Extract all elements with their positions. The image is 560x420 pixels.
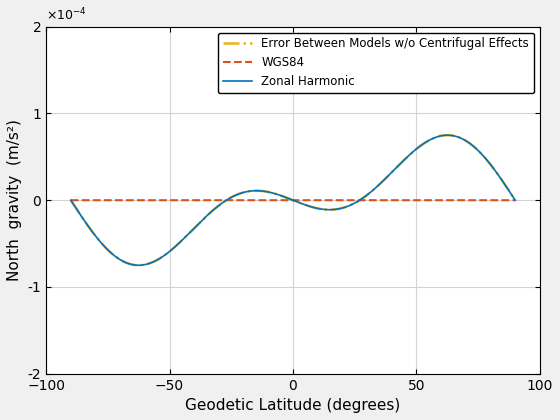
WGS84 — [67, 198, 74, 203]
WGS84 — [283, 198, 290, 203]
Error Between Models w/o Centrifugal Effects — [499, 178, 506, 184]
Zonal Harmonic — [418, 143, 424, 148]
Error Between Models w/o Centrifugal Effects — [512, 198, 519, 203]
WGS84 — [499, 198, 506, 203]
WGS84 — [272, 198, 278, 203]
Error Between Models w/o Centrifugal Effects — [418, 143, 424, 148]
Error Between Models w/o Centrifugal Effects — [136, 263, 142, 268]
Error Between Models w/o Centrifugal Effects — [67, 198, 74, 203]
Zonal Harmonic — [272, 191, 279, 196]
Zonal Harmonic — [284, 195, 291, 200]
Zonal Harmonic — [90, 231, 97, 236]
Error Between Models w/o Centrifugal Effects — [284, 195, 291, 200]
Zonal Harmonic — [136, 263, 142, 268]
Line: Zonal Harmonic: Zonal Harmonic — [71, 135, 515, 265]
Error Between Models w/o Centrifugal Effects — [500, 179, 506, 184]
Error Between Models w/o Centrifugal Effects — [90, 231, 97, 236]
Y-axis label: North  gravity  (m/s²): North gravity (m/s²) — [7, 119, 22, 281]
WGS84 — [512, 198, 519, 203]
Error Between Models w/o Centrifugal Effects — [272, 191, 279, 196]
Zonal Harmonic — [499, 178, 506, 184]
Zonal Harmonic — [500, 179, 506, 184]
Line: Error Between Models w/o Centrifugal Effects: Error Between Models w/o Centrifugal Eff… — [71, 135, 515, 265]
Zonal Harmonic — [512, 198, 519, 203]
X-axis label: Geodetic Latitude (degrees): Geodetic Latitude (degrees) — [185, 398, 400, 413]
Legend: Error Between Models w/o Centrifugal Effects, WGS84, Zonal Harmonic: Error Between Models w/o Centrifugal Eff… — [218, 33, 534, 93]
Error Between Models w/o Centrifugal Effects — [444, 133, 451, 138]
Text: $\times10^{-4}$: $\times10^{-4}$ — [46, 7, 87, 23]
WGS84 — [417, 198, 424, 203]
WGS84 — [499, 198, 506, 203]
Zonal Harmonic — [444, 133, 451, 138]
Zonal Harmonic — [67, 198, 74, 203]
WGS84 — [90, 198, 97, 203]
